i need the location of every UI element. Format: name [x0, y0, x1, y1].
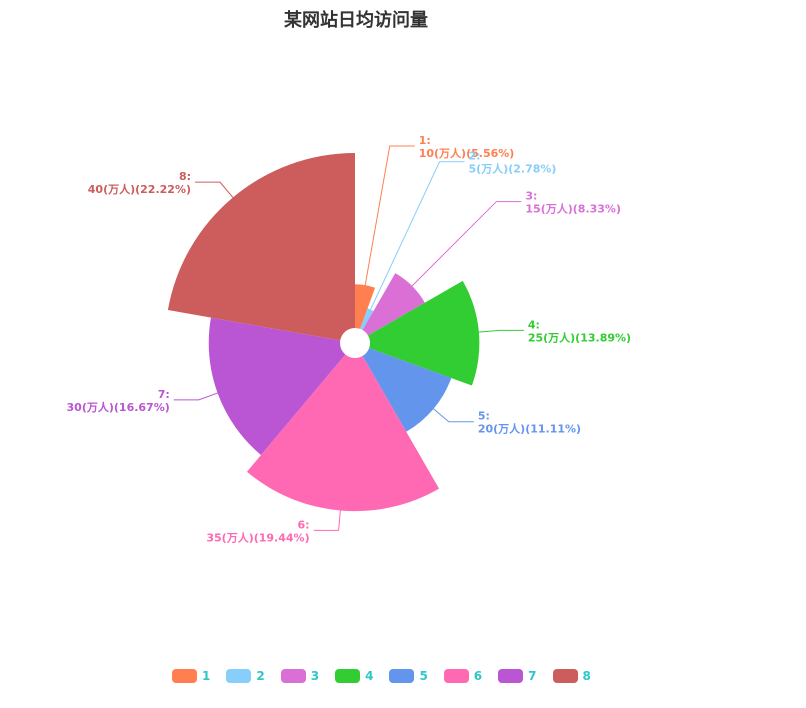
legend-swatch-4	[335, 669, 361, 683]
chart-title: 某网站日均访问量	[284, 10, 428, 31]
data-label-name-7: 7:	[158, 388, 170, 401]
data-label-name-6: 6:	[298, 518, 310, 531]
legend-label-8: 8	[582, 669, 591, 683]
legend-label-7: 7	[528, 669, 537, 683]
slice-1[interactable]	[355, 284, 376, 329]
leader-line-6	[313, 502, 342, 531]
leader-line-7	[173, 389, 226, 401]
legend-label-3: 3	[310, 669, 320, 683]
data-label-name-2: 2:	[469, 150, 481, 163]
legend-label-5: 5	[419, 669, 428, 683]
data-label-value-8: 40(万人)(22.22%)	[88, 182, 191, 196]
legend-label-6: 6	[473, 669, 483, 683]
leader-lines-layer	[173, 145, 524, 531]
legend-label-4: 4	[365, 669, 374, 683]
data-label-value-6: 35(万人)(19.44%)	[206, 530, 309, 544]
legend-swatch-3	[280, 669, 306, 683]
slice-2[interactable]	[360, 308, 374, 331]
legend-item-1[interactable]: 1	[172, 669, 210, 683]
leader-line-4	[470, 329, 524, 334]
leader-line-5	[427, 403, 474, 423]
legend-swatch-7	[498, 669, 524, 683]
legend-swatch-2	[226, 669, 252, 683]
legend-item-2[interactable]: 2	[226, 669, 265, 683]
slice-5[interactable]	[362, 348, 452, 432]
legend-label-2: 2	[256, 669, 265, 683]
leader-line-8	[195, 181, 239, 204]
slices-layer	[167, 153, 480, 512]
data-label-value-1: 10(万人)(5.56%)	[419, 146, 515, 160]
legend-item-8[interactable]: 8	[552, 669, 591, 683]
data-label-name-1: 1:	[419, 134, 431, 147]
legend: 1 2 3 4 5 6 7 8	[172, 667, 607, 685]
data-label-value-2: 5(万人)(2.78%)	[469, 162, 557, 176]
legend-item-5[interactable]: 5	[389, 669, 428, 683]
leader-line-1	[363, 145, 415, 294]
data-label-name-8: 8:	[179, 170, 191, 183]
slice-4[interactable]	[367, 280, 480, 386]
legend-swatch-1	[172, 669, 197, 683]
legend-label-1: 1	[202, 669, 211, 683]
data-label-value-7: 30(万人)(16.67%)	[67, 400, 170, 414]
data-label-value-5: 20(万人)(11.11%)	[478, 422, 581, 436]
legend-swatch-6	[443, 669, 469, 683]
leader-line-3	[406, 201, 522, 292]
leader-line-2	[366, 161, 465, 318]
legend-item-7[interactable]: 7	[498, 669, 537, 683]
legend-item-3[interactable]: 3	[280, 669, 320, 683]
slice-8[interactable]	[167, 153, 355, 341]
data-label-name-4: 4:	[528, 318, 540, 331]
legend-swatch-8	[552, 669, 578, 683]
slice-7[interactable]	[208, 317, 346, 456]
legend-item-4[interactable]: 4	[335, 669, 373, 683]
data-label-value-3: 15(万人)(8.33%)	[525, 202, 621, 216]
data-label-value-4: 25(万人)(13.89%)	[528, 330, 631, 344]
legend-item-6[interactable]: 6	[443, 669, 483, 683]
labels-layer: 1:10(万人)(5.56%)2:5(万人)(2.78%) 3:15(万人)(8.…	[67, 134, 632, 544]
data-label-name-3: 3:	[525, 190, 537, 203]
data-label-name-5: 5:	[478, 410, 490, 423]
slice-6[interactable]	[246, 354, 440, 512]
legend-swatch-5	[389, 669, 415, 683]
